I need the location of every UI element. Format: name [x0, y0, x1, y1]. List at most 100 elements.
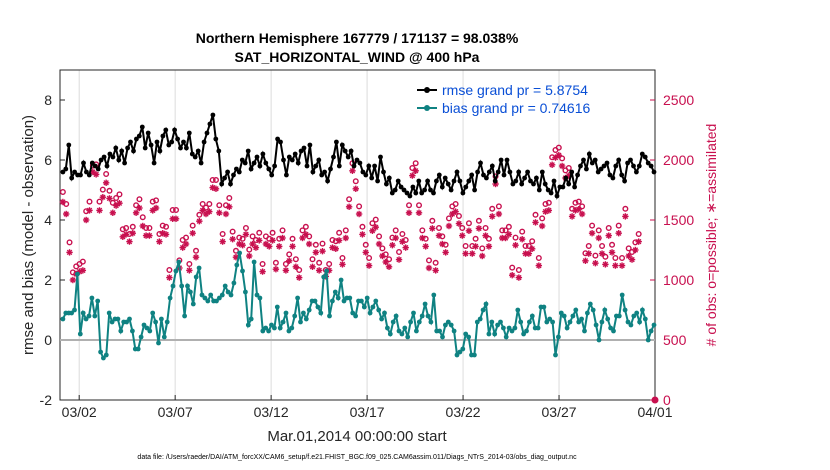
rmse-point: [598, 166, 604, 172]
assimilated-obs-marker: [226, 203, 233, 210]
rmse-point: [613, 163, 619, 169]
bias-point: [416, 319, 422, 325]
possible-obs-marker: [509, 264, 516, 271]
bias-point: [188, 289, 193, 295]
bias-point: [495, 322, 500, 328]
possible-obs-marker: [196, 211, 203, 218]
bias-point: [373, 298, 379, 304]
rmse-point: [151, 160, 157, 166]
assimilated-obs-marker: [462, 250, 469, 257]
possible-obs-marker: [136, 196, 143, 203]
rmse-point: [81, 160, 86, 166]
rmse-point: [610, 175, 616, 181]
possible-obs-marker: [472, 235, 479, 242]
bias-point: [443, 322, 448, 328]
assimilated-obs-marker: [106, 195, 113, 202]
assimilated-obs-marker: [485, 243, 493, 250]
assimilated-obs-marker: [196, 218, 203, 225]
rmse-point: [519, 181, 525, 187]
rmse-point: [625, 160, 630, 166]
bias-point: [292, 313, 298, 319]
bias-point: [463, 331, 469, 337]
bias-point: [642, 316, 648, 322]
bias-point: [257, 295, 263, 301]
bias-point: [219, 292, 225, 298]
rmse-point: [113, 145, 119, 151]
assimilated-obs-marker: [432, 267, 439, 274]
assimilated-obs-marker: [359, 231, 366, 238]
assimilated-obs-marker: [439, 240, 446, 248]
bias-point: [251, 259, 257, 265]
assimilated-obs-marker: [538, 222, 546, 230]
bias-point: [225, 289, 231, 295]
bias-point: [173, 268, 179, 274]
rmse-point: [125, 145, 130, 151]
assimilated-obs-marker: [628, 256, 636, 263]
rmse-point: [466, 178, 472, 184]
rmse-point: [601, 163, 607, 169]
bias-point: [248, 316, 254, 322]
rmse-point: [575, 172, 580, 178]
bias-point: [408, 319, 413, 325]
bias-point: [301, 310, 306, 316]
assimilated-obs-marker: [585, 250, 592, 257]
possible-obs-marker: [435, 224, 442, 231]
bias-point: [159, 316, 164, 322]
bias-point: [277, 325, 283, 331]
possible-obs-marker: [595, 227, 602, 234]
bias-point: [182, 313, 188, 319]
bias-point: [637, 319, 642, 325]
rmse-point: [392, 187, 398, 193]
bias-point: [280, 319, 286, 325]
assimilated-obs-marker: [69, 276, 77, 284]
bias-point: [254, 292, 260, 298]
rmse-point: [195, 148, 201, 154]
y-tick-label: 6: [44, 152, 52, 168]
possible-obs-marker: [79, 258, 86, 265]
assimilated-obs-marker: [59, 198, 67, 206]
bias-point: [321, 274, 327, 280]
rmse-point: [207, 121, 213, 127]
possible-obs-marker: [272, 259, 279, 266]
possible-obs-marker: [193, 247, 200, 254]
possible-obs-marker: [202, 204, 209, 211]
bias-point: [289, 325, 295, 331]
bias-point: [561, 313, 567, 319]
bias-point: [602, 307, 608, 313]
rmse-point: [628, 157, 633, 163]
bias-point: [330, 298, 335, 304]
bias-point: [431, 292, 437, 298]
rmse-point: [248, 166, 254, 172]
assimilated-obs-marker: [412, 167, 419, 174]
x-tick-label: 03/12: [254, 404, 289, 420]
rmse-point: [107, 151, 113, 157]
possible-obs-marker: [592, 252, 599, 259]
bias-point: [544, 319, 550, 325]
assimilated-obs-marker: [335, 237, 343, 244]
possible-obs-marker: [149, 198, 156, 205]
rmse-point: [89, 160, 95, 166]
bias-point: [130, 328, 135, 334]
rmse-point: [604, 160, 610, 166]
rmse-point: [242, 160, 248, 166]
bias-point: [524, 328, 529, 334]
rmse-point: [216, 148, 222, 154]
y-axis-label: rmse and bias (model - observation): [20, 115, 37, 355]
bias-point: [625, 319, 631, 325]
possible-obs-marker: [216, 202, 223, 209]
rmse-point: [539, 169, 545, 175]
possible-obs-marker: [106, 187, 113, 194]
possible-obs-marker: [183, 234, 190, 241]
bias-point: [385, 325, 390, 331]
assimilated-obs-marker: [289, 243, 296, 250]
assimilated-obs-marker: [132, 209, 140, 216]
possible-obs-marker: [615, 222, 622, 229]
bias-point: [164, 319, 170, 325]
possible-obs-marker: [139, 214, 146, 221]
bias-point: [419, 313, 425, 319]
possible-obs-marker: [99, 186, 106, 193]
bias-point: [587, 301, 593, 307]
assimilated-obs-marker: [272, 266, 280, 273]
assimilated-obs-marker: [162, 231, 170, 238]
possible-obs-marker: [356, 203, 363, 210]
